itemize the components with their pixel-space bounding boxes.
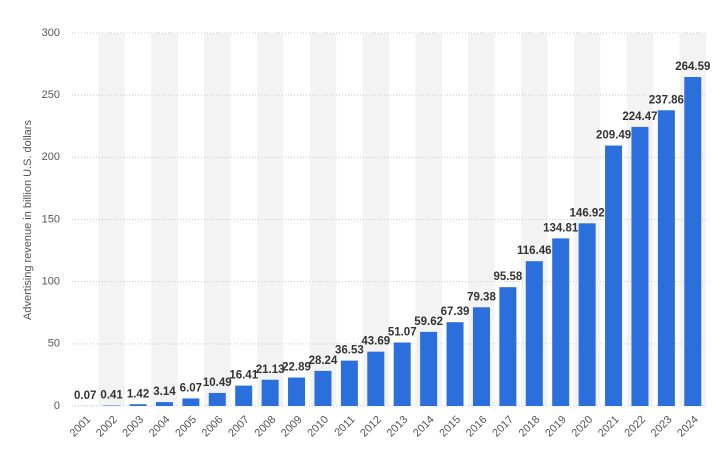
x-tick-label: 2012 [358, 414, 384, 440]
value-label: 22.89 [282, 362, 311, 374]
value-label: 21.13 [256, 364, 285, 376]
x-tick-label: 2023 [649, 414, 675, 440]
band [309, 33, 337, 406]
value-label: 116.46 [517, 245, 552, 257]
band [151, 33, 178, 406]
x-tick-label: 2003 [120, 414, 146, 440]
bar [472, 307, 490, 406]
y-tick-label: 50 [48, 338, 60, 350]
x-tick-label: 2015 [437, 414, 463, 440]
value-label: 0.07 [74, 390, 96, 402]
bar [631, 126, 649, 406]
y-tick-label: 150 [42, 213, 60, 225]
bar [261, 379, 279, 406]
value-label: 146.92 [570, 207, 605, 219]
bar [420, 331, 438, 406]
bar [578, 223, 596, 406]
x-tick-label: 2021 [596, 414, 622, 440]
value-label: 59.62 [414, 316, 443, 328]
bar [605, 145, 623, 406]
value-label: 209.49 [596, 130, 631, 142]
x-tick-label: 2024 [675, 414, 701, 440]
x-tick-label: 2013 [385, 414, 411, 440]
value-label: 3.14 [153, 386, 176, 398]
x-tick-label: 2009 [279, 414, 305, 440]
value-label: 237.86 [649, 94, 684, 106]
value-label: 95.58 [493, 271, 522, 283]
y-tick-label: 250 [42, 89, 60, 101]
value-label: 16.41 [229, 370, 258, 382]
x-tick-label: 2007 [226, 414, 252, 440]
value-label: 134.81 [543, 222, 579, 234]
x-tick-label: 2017 [490, 414, 516, 440]
value-label: 6.07 [180, 382, 202, 394]
value-label: 1.42 [127, 388, 149, 400]
value-label: 0.41 [100, 390, 123, 402]
bar [103, 405, 121, 406]
value-label: 67.39 [441, 306, 470, 318]
bar [393, 342, 411, 406]
y-tick-label: 300 [42, 27, 60, 39]
bar [129, 404, 147, 406]
bar [657, 110, 675, 406]
y-axis-label: Advertising revenue in billion U.S. doll… [22, 120, 34, 320]
x-tick-label: 2020 [570, 414, 596, 440]
value-label: 51.07 [388, 327, 417, 339]
band [204, 33, 231, 406]
x-tick-label: 2010 [305, 414, 331, 440]
y-tick-label: 0 [54, 400, 60, 412]
x-tick-label: 2022 [622, 414, 648, 440]
bar [340, 360, 358, 406]
x-tick-label: 2016 [464, 414, 490, 440]
value-label: 28.24 [309, 355, 338, 367]
value-label: 10.49 [203, 377, 232, 389]
y-tick-label: 200 [42, 151, 60, 163]
bar [182, 398, 200, 406]
x-tick-label: 2002 [94, 414, 120, 440]
x-tick-label: 2006 [200, 414, 226, 440]
value-label: 224.47 [622, 111, 657, 123]
bar [684, 77, 702, 407]
bar [446, 322, 464, 406]
bar [525, 261, 543, 406]
x-tick-label: 2011 [332, 414, 357, 439]
x-tick-label: 2019 [543, 414, 569, 440]
x-tick-label: 2001 [68, 414, 94, 440]
value-label: 43.69 [361, 336, 390, 348]
x-tick-label: 2018 [517, 414, 543, 440]
value-label: 79.38 [467, 291, 496, 303]
bar [208, 392, 226, 406]
bar [155, 402, 173, 406]
bar [288, 377, 306, 406]
x-tick-label: 2004 [147, 414, 173, 440]
bar [499, 287, 517, 406]
x-tick-label: 2014 [411, 414, 437, 440]
bar [552, 238, 570, 406]
x-tick-label: 2005 [173, 414, 199, 440]
bar [314, 370, 332, 406]
x-tick-label: 2008 [253, 414, 279, 440]
bar [235, 385, 253, 406]
value-label: 264.59 [675, 61, 710, 73]
value-label: 36.53 [335, 345, 364, 357]
bar [367, 351, 385, 406]
y-tick-label: 100 [42, 276, 60, 288]
